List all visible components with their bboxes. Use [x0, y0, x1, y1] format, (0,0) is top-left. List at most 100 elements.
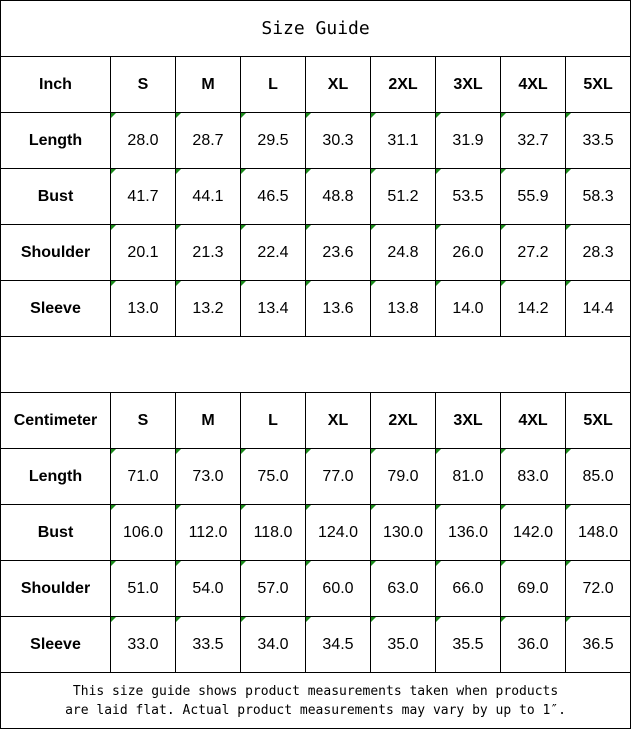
- measurement-cell: 21.3: [175, 224, 241, 281]
- measurement-cell: 41.7: [110, 168, 176, 225]
- spacer-cell: [0, 336, 632, 393]
- note-line-1: This size guide shows product measuremen…: [72, 683, 559, 699]
- size-header: 3XL: [435, 56, 501, 113]
- table-row: Sleeve 13.0 13.2 13.4 13.6 13.8 14.0 14.2 14.4: [0, 280, 632, 337]
- row-label: Bust: [0, 504, 111, 561]
- row-label: Shoulder: [0, 224, 111, 281]
- measurement-cell: 60.0: [305, 560, 371, 617]
- measurement-cell: 28.3: [564, 224, 632, 281]
- size-header: 4XL: [500, 56, 566, 113]
- measurement-cell: 22.4: [240, 224, 306, 281]
- measurement-cell: 32.7: [500, 112, 566, 169]
- measurement-cell: 58.3: [564, 168, 632, 225]
- table-row: Bust 41.7 44.1 46.5 48.8 51.2 53.5 55.9 58.3: [0, 168, 632, 225]
- measurement-cell: 142.0: [500, 504, 566, 561]
- spacer-row: [0, 336, 632, 393]
- measurement-cell: 29.5: [240, 112, 306, 169]
- measurement-cell: 73.0: [175, 448, 241, 505]
- note-line-2: are laid flat. Actual product measuremen…: [65, 702, 566, 718]
- measurement-cell: 130.0: [370, 504, 436, 561]
- measurement-cell: 23.6: [305, 224, 371, 281]
- measurement-cell: 13.6: [305, 280, 371, 337]
- measurement-cell: 71.0: [110, 448, 176, 505]
- measurement-cell: 13.4: [240, 280, 306, 337]
- table-row: Shoulder 20.1 21.3 22.4 23.6 24.8 26.0 27.2 28.3: [0, 224, 632, 281]
- measurement-cell: 36.0: [500, 616, 566, 673]
- measurement-cell: 106.0: [110, 504, 176, 561]
- row-label: Sleeve: [0, 616, 111, 673]
- measurement-cell: 79.0: [370, 448, 436, 505]
- measurement-cell: 31.9: [435, 112, 501, 169]
- size-header: M: [175, 392, 241, 449]
- measurement-cell: 34.5: [305, 616, 371, 673]
- measurement-cell: 54.0: [175, 560, 241, 617]
- measurement-cell: 26.0: [435, 224, 501, 281]
- measurement-cell: 118.0: [240, 504, 306, 561]
- note-row: This size guide shows product measuremen…: [0, 672, 632, 729]
- table-row: Length 71.0 73.0 75.0 77.0 79.0 81.0 83.0 85.0: [0, 448, 632, 505]
- row-label: Length: [0, 112, 111, 169]
- measurement-cell: 51.2: [370, 168, 436, 225]
- measurement-cell: 112.0: [175, 504, 241, 561]
- measurement-cell: 75.0: [240, 448, 306, 505]
- measurement-cell: 48.8: [305, 168, 371, 225]
- measurement-cell: 24.8: [370, 224, 436, 281]
- measurement-cell: 28.0: [110, 112, 176, 169]
- measurement-cell: 13.8: [370, 280, 436, 337]
- measurement-cell: 124.0: [305, 504, 371, 561]
- measurement-cell: 44.1: [175, 168, 241, 225]
- measurement-cell: 136.0: [435, 504, 501, 561]
- measurement-cell: 55.9: [500, 168, 566, 225]
- size-header: 2XL: [370, 392, 436, 449]
- measurement-cell: 148.0: [564, 504, 632, 561]
- measurement-cell: 83.0: [500, 448, 566, 505]
- note-cell: This size guide shows product measuremen…: [0, 672, 632, 729]
- size-header: 5XL: [564, 56, 632, 113]
- table-row: Shoulder 51.0 54.0 57.0 60.0 63.0 66.0 69.0 72.0: [0, 560, 632, 617]
- table-title: Size Guide: [0, 0, 632, 57]
- size-header: S: [110, 392, 176, 449]
- measurement-cell: 30.3: [305, 112, 371, 169]
- measurement-cell: 31.1: [370, 112, 436, 169]
- size-header: 4XL: [500, 392, 566, 449]
- measurement-cell: 14.0: [435, 280, 501, 337]
- centimeter-header-row: Centimeter S M L XL 2XL 3XL 4XL 5XL: [0, 392, 632, 449]
- unit-label: Inch: [0, 56, 111, 113]
- measurement-cell: 27.2: [500, 224, 566, 281]
- size-header: 3XL: [435, 392, 501, 449]
- measurement-cell: 33.5: [175, 616, 241, 673]
- measurement-cell: 72.0: [564, 560, 632, 617]
- row-label: Bust: [0, 168, 111, 225]
- measurement-cell: 35.0: [370, 616, 436, 673]
- size-header: 2XL: [370, 56, 436, 113]
- measurement-cell: 20.1: [110, 224, 176, 281]
- size-header: M: [175, 56, 241, 113]
- measurement-cell: 57.0: [240, 560, 306, 617]
- measurement-cell: 63.0: [370, 560, 436, 617]
- measurement-cell: 53.5: [435, 168, 501, 225]
- size-header: L: [240, 392, 306, 449]
- unit-label: Centimeter: [0, 392, 111, 449]
- measurement-cell: 33.5: [564, 112, 632, 169]
- measurement-cell: 69.0: [500, 560, 566, 617]
- size-header: XL: [305, 56, 371, 113]
- measurement-cell: 33.0: [110, 616, 176, 673]
- row-label: Length: [0, 448, 111, 505]
- measurement-cell: 28.7: [175, 112, 241, 169]
- row-label: Sleeve: [0, 280, 111, 337]
- inch-header-row: Inch S M L XL 2XL 3XL 4XL 5XL: [0, 56, 632, 113]
- measurement-cell: 85.0: [564, 448, 632, 505]
- size-header: XL: [305, 392, 371, 449]
- measurement-cell: 13.2: [175, 280, 241, 337]
- measurement-cell: 81.0: [435, 448, 501, 505]
- measurement-cell: 35.5: [435, 616, 501, 673]
- measurement-cell: 66.0: [435, 560, 501, 617]
- measurement-cell: 14.4: [564, 280, 632, 337]
- measurement-cell: 34.0: [240, 616, 306, 673]
- size-header: L: [240, 56, 306, 113]
- measurement-cell: 13.0: [110, 280, 176, 337]
- measurement-cell: 77.0: [305, 448, 371, 505]
- measurement-cell: 51.0: [110, 560, 176, 617]
- row-label: Shoulder: [0, 560, 111, 617]
